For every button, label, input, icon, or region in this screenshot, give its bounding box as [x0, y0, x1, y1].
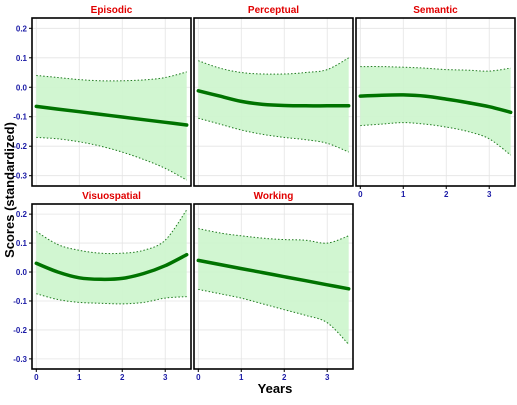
y-tick-label: -0.1: [13, 113, 27, 122]
panel-perceptual: Perceptual: [193, 5, 354, 187]
x-tick-label: 2: [444, 190, 449, 199]
panel-title: Visuospatial: [82, 191, 141, 202]
x-tick-label: 0: [358, 190, 363, 199]
x-tick-label: 2: [120, 373, 125, 382]
x-tick-label: 1: [401, 190, 406, 199]
fit-line: [358, 93, 513, 115]
upper-bound-line: [360, 66, 511, 72]
confidence-band: [36, 71, 187, 181]
upper-bound-line: [36, 209, 188, 255]
lower-bound-line: [198, 117, 349, 153]
y-tick-label: 0.2: [16, 24, 28, 33]
x-tick-label: 0: [34, 373, 39, 382]
confidence-band: [360, 66, 511, 156]
y-tick-label: -0.2: [13, 326, 27, 335]
panel-title: Working: [254, 191, 294, 202]
x-axis-label: Years: [258, 381, 293, 396]
panel-frame: [31, 17, 192, 187]
y-axis-label: Scores (standardized): [2, 122, 17, 258]
panel-frame: [355, 17, 516, 187]
panel-frame: [193, 17, 354, 187]
fit-line: [196, 258, 351, 291]
panel-episodic: Episodic 0.2 0.1 0.0 -0.1 -0.2 -0.3: [13, 5, 192, 187]
panel-title: Semantic: [413, 5, 458, 16]
x-tick-label: 2: [282, 373, 287, 382]
upper-bound-line: [36, 71, 187, 82]
y-tick-label: -0.3: [13, 172, 27, 181]
upper-bound-line: [198, 57, 349, 75]
x-tick-label: 3: [163, 373, 168, 382]
x-tick-label: 0: [196, 373, 201, 382]
x-tick-label: 3: [325, 373, 330, 382]
y-tick-label: -0.3: [13, 355, 27, 364]
confidence-band: [198, 228, 349, 345]
x-tick-label: 3: [487, 190, 492, 199]
y-tick-label: -0.1: [13, 297, 27, 306]
panel-working: Working 0 1 2 3: [193, 191, 354, 382]
confidence-band: [36, 209, 187, 304]
fit-line: [34, 252, 189, 282]
panel-frame: [193, 203, 354, 370]
y-tick-label: 0.0: [16, 83, 28, 92]
y-tick-label: -0.2: [13, 142, 27, 151]
y-tick-label: 0.0: [16, 268, 28, 277]
panel-title: Perceptual: [248, 5, 299, 16]
panel-visuospatial: Visuospatial 0.2 0.1 0.0 -0.1 -0.2 -0.3 0 1 2 3: [13, 191, 192, 382]
panels-layer: Episodic 0.2 0.1 0.0 -0.1 -0.2 -0.3 Perceptual S…: [13, 5, 516, 382]
panel-frame: [31, 203, 192, 370]
x-tick-label: 1: [239, 373, 244, 382]
y-tick-label: 0.1: [16, 54, 28, 63]
panel-semantic: Semantic 0 1 2 3: [355, 5, 516, 199]
fit-line: [196, 89, 351, 108]
lower-bound-line: [198, 288, 350, 345]
fit-line: [34, 104, 189, 127]
y-tick-label: 0.2: [16, 210, 28, 219]
x-tick-label: 1: [77, 373, 82, 382]
panel-title: Episodic: [91, 5, 133, 16]
y-tick-label: 0.1: [16, 239, 28, 248]
